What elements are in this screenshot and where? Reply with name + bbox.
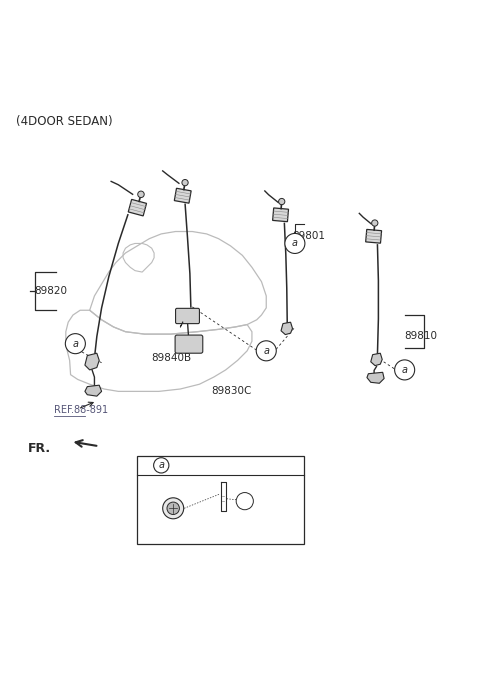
Text: REF.88-891: REF.88-891: [54, 405, 108, 415]
Circle shape: [372, 220, 378, 226]
Circle shape: [138, 191, 144, 198]
Circle shape: [163, 498, 184, 519]
Circle shape: [285, 234, 305, 254]
Text: a: a: [263, 346, 269, 356]
Polygon shape: [128, 199, 146, 216]
Text: 88878: 88878: [166, 501, 197, 511]
Circle shape: [395, 360, 415, 380]
FancyBboxPatch shape: [176, 308, 199, 324]
Polygon shape: [367, 372, 384, 383]
Text: 89840B: 89840B: [152, 353, 192, 363]
Polygon shape: [273, 208, 288, 221]
Circle shape: [154, 458, 169, 473]
Circle shape: [167, 502, 180, 514]
Text: a: a: [177, 479, 183, 489]
Polygon shape: [371, 353, 382, 365]
Polygon shape: [366, 229, 382, 243]
Circle shape: [278, 199, 285, 205]
Circle shape: [236, 493, 253, 509]
Bar: [137, 456, 304, 544]
Text: 89801: 89801: [292, 232, 325, 242]
Text: a: a: [402, 365, 408, 375]
Text: a: a: [72, 339, 78, 349]
Text: 89820: 89820: [34, 286, 67, 296]
Circle shape: [256, 341, 276, 361]
Polygon shape: [174, 188, 191, 203]
Text: (4DOOR SEDAN): (4DOOR SEDAN): [16, 114, 112, 128]
Text: a: a: [158, 460, 164, 470]
Text: FR.: FR.: [28, 442, 51, 455]
Circle shape: [170, 474, 191, 495]
Polygon shape: [85, 385, 102, 396]
Text: 89810: 89810: [405, 332, 438, 341]
Text: 88877: 88877: [235, 516, 266, 525]
Text: 89830C: 89830C: [211, 386, 252, 396]
Polygon shape: [281, 322, 292, 334]
Text: a: a: [292, 238, 298, 248]
Circle shape: [182, 180, 188, 186]
FancyBboxPatch shape: [175, 335, 203, 353]
Polygon shape: [85, 353, 99, 370]
Circle shape: [65, 334, 85, 354]
